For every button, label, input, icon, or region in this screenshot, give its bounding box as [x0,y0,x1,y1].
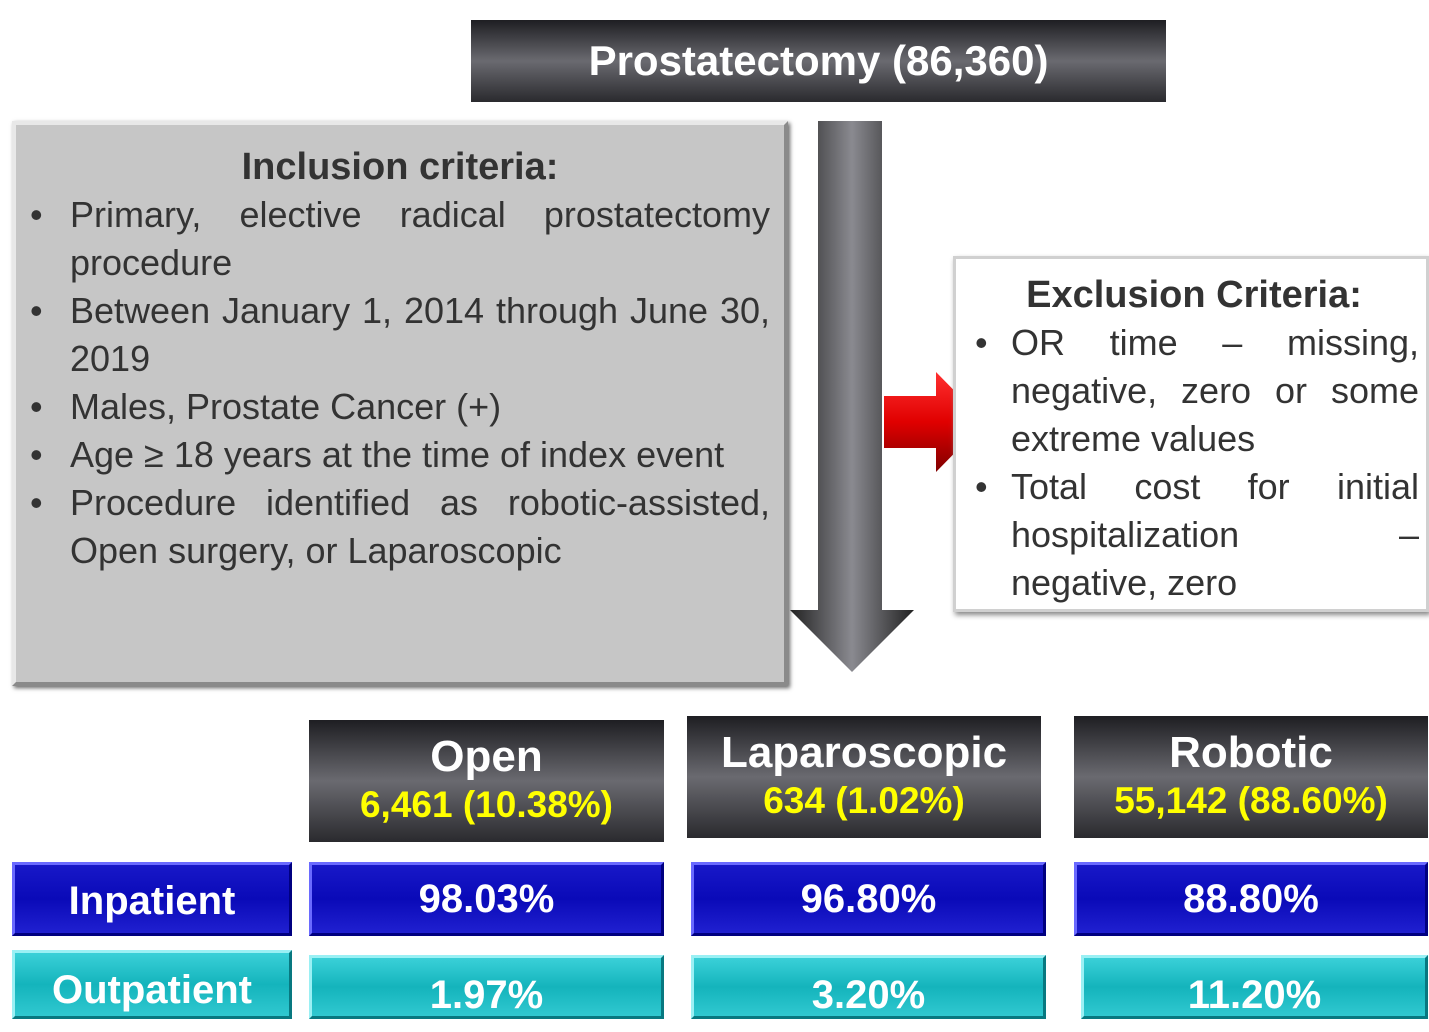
group-name: Open [430,732,543,781]
cell: 3.20% [691,955,1046,1019]
group-name: Laparoscopic [720,728,1008,777]
group-count: 6,461 (10.38%) [359,784,613,825]
inclusion-item: Males, Prostate Cancer (+) [30,383,770,431]
exclusion-title: Exclusion Criteria: [1026,274,1362,316]
group-header: Open 6,461 (10.38%) [309,720,664,842]
exclusion-item: Total cost for initial hospitalization –… [975,463,1419,607]
inclusion-item: Procedure identified as robotic-assisted… [30,479,770,575]
cell: 96.80% [691,862,1046,936]
group-header: Laparoscopic 634 (1.02%) [687,716,1041,838]
cell: 98.03% [309,862,664,936]
exclusion-box: Exclusion Criteria: OR time – missing, n… [953,256,1429,612]
inclusion-item: Between January 1, 2014 through June 30,… [30,287,770,383]
inclusion-item: Primary, elective radical prostatectomy … [30,191,770,287]
inclusion-title: Inclusion criteria: [241,146,559,188]
exclusion-list: OR time – missing, negative, zero or som… [975,319,1419,607]
inclusion-item: Age ≥ 18 years at the time of index even… [30,431,770,479]
inclusion-box: Inclusion criteria: Primary, elective ra… [12,121,788,686]
row-label: Inpatient [12,862,292,936]
cell: 11.20% [1081,955,1428,1019]
inclusion-list: Primary, elective radical prostatectomy … [30,191,770,575]
group-count: 55,142 (88.60%) [1114,780,1388,821]
row-label: Outpatient [12,950,292,1019]
group-count: 634 (1.02%) [763,780,965,821]
cell: 1.97% [309,955,664,1019]
title-box: Prostatectomy (86,360) [471,20,1166,102]
exclusion-item: OR time – missing, negative, zero or som… [975,319,1419,463]
group-name: Robotic [1169,728,1333,777]
group-header: Robotic 55,142 (88.60%) [1074,716,1428,838]
down-arrow [790,121,914,672]
cell: 88.80% [1074,862,1428,936]
